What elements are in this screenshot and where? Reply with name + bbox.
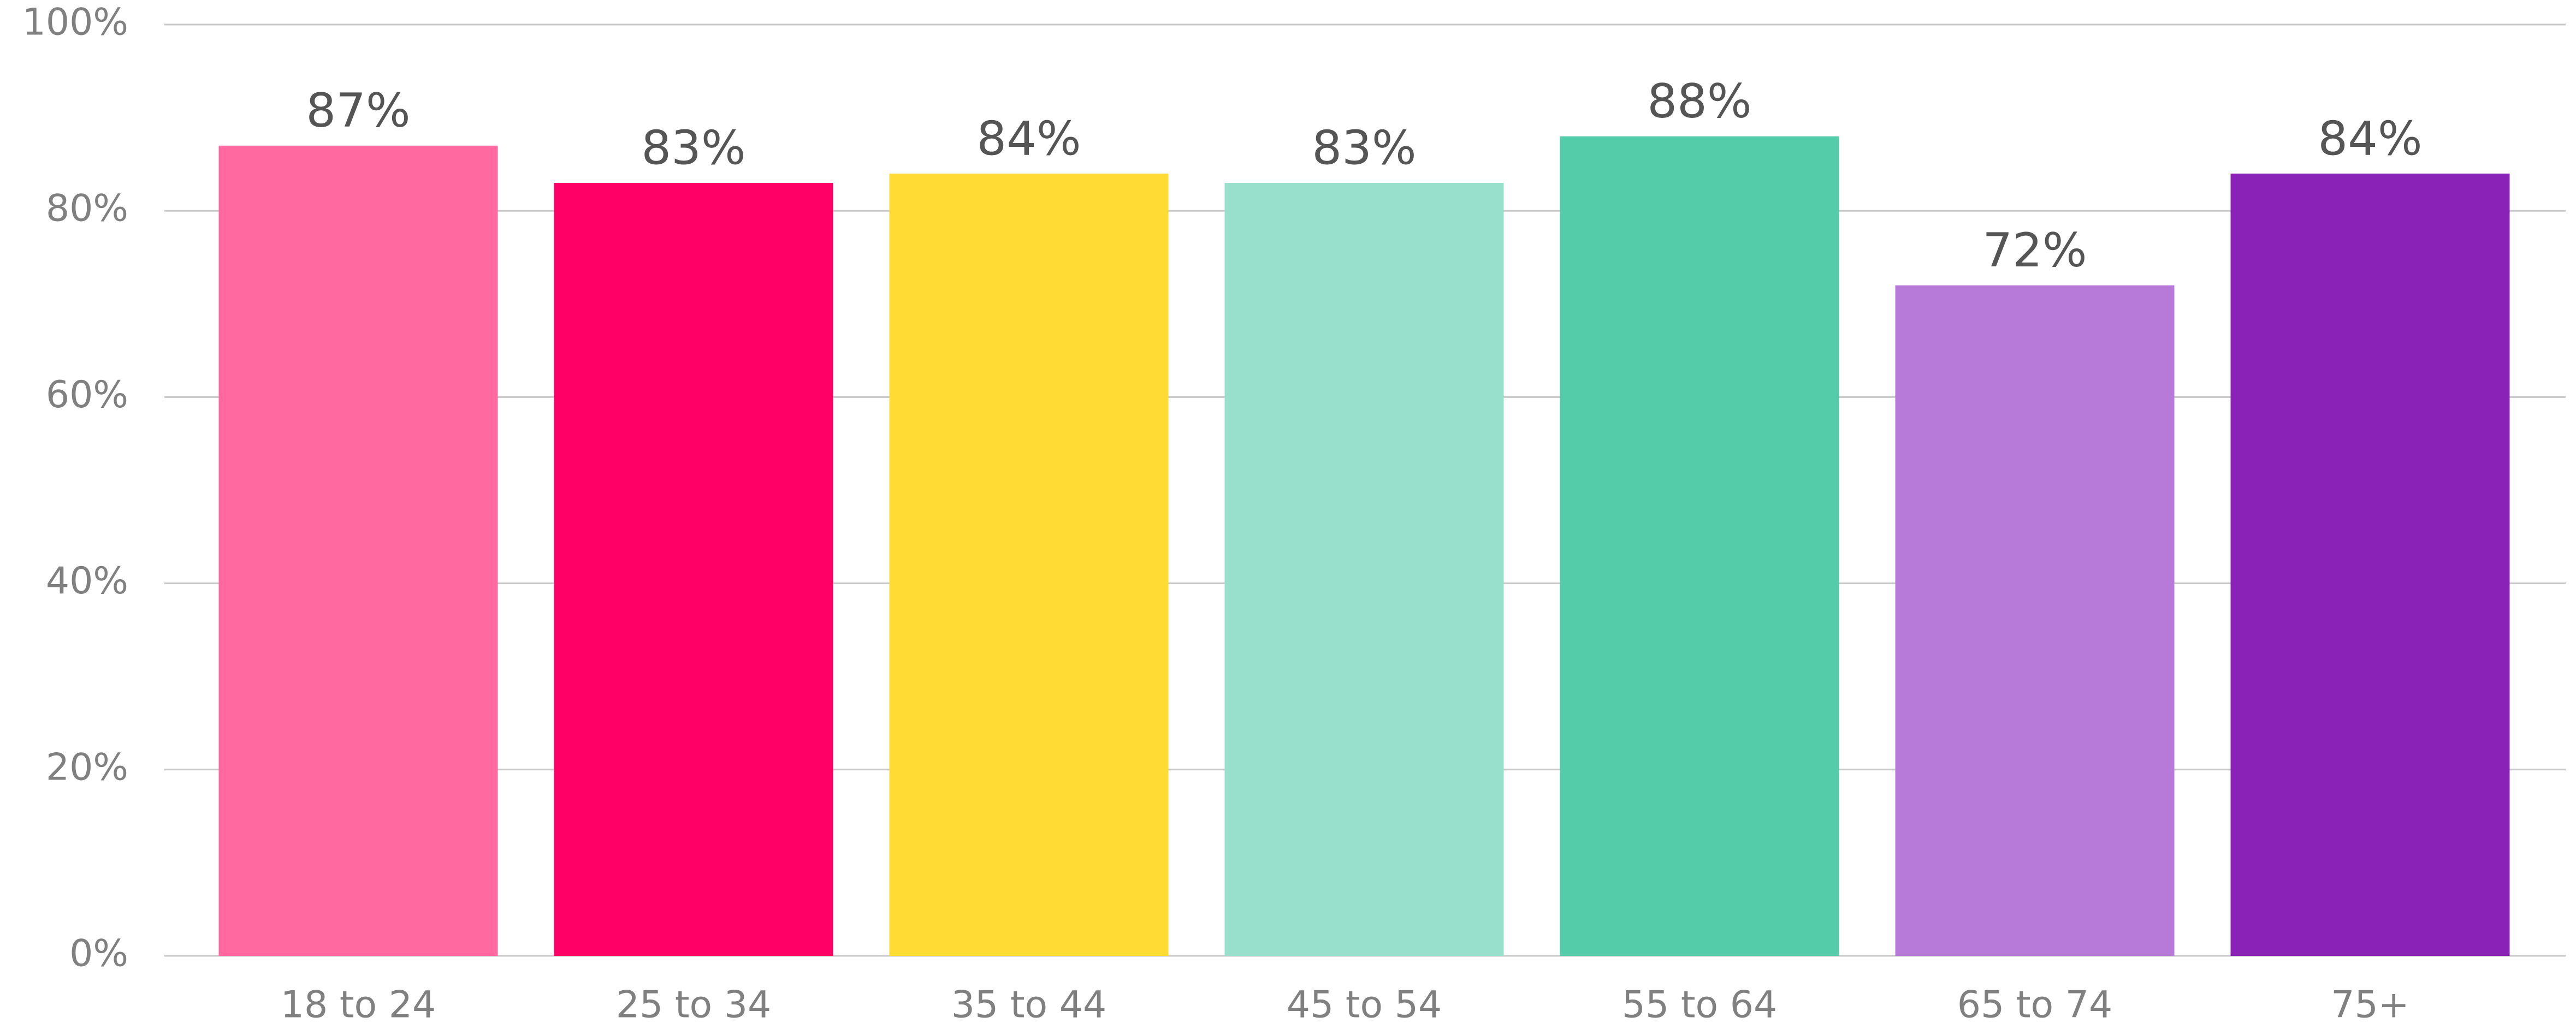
value-label: 88% [1647,74,1751,129]
bar [1895,285,2175,956]
value-label: 83% [1312,121,1416,175]
x-tick-label: 45 to 54 [1287,984,1442,1027]
bar [1224,183,1504,956]
x-tick-label: 25 to 34 [616,984,772,1027]
x-tick-label: 35 to 44 [951,984,1107,1027]
bar [1560,136,1839,956]
value-label: 87% [306,84,410,138]
x-tick-label: 55 to 64 [1622,984,1778,1027]
value-label: 72% [1982,223,2087,278]
bar [218,145,498,956]
x-tick-label: 18 to 24 [281,984,436,1027]
bar [889,173,1169,956]
x-tick-label: 75+ [2331,984,2409,1027]
bar [554,183,833,956]
value-label: 83% [641,121,745,175]
y-tick-label: 60% [46,373,128,417]
y-tick-label: 100% [22,1,128,44]
value-label: 84% [2318,111,2422,166]
y-tick-label: 80% [46,187,128,230]
bar [2230,173,2510,956]
value-label: 84% [976,111,1081,166]
y-tick-label: 0% [69,932,128,976]
y-tick-label: 40% [46,560,128,603]
y-tick-label: 20% [46,746,128,789]
x-tick-label: 65 to 74 [1957,984,2113,1027]
